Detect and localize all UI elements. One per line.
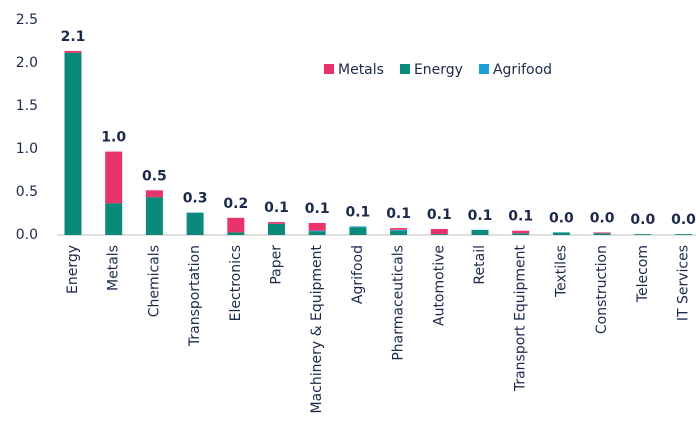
total-label: 0.5 (142, 168, 167, 184)
y-tick-label: 0.5 (16, 184, 38, 200)
bar-segment (308, 231, 326, 235)
total-label: 0.2 (223, 196, 248, 212)
bar-segment (308, 222, 326, 231)
legend-swatch (399, 64, 410, 74)
x-tick-label: Pharmaceuticals (391, 245, 407, 361)
bar-segment (349, 226, 367, 228)
total-label: 0.1 (427, 207, 452, 223)
x-tick-label: Electronics (228, 245, 244, 321)
total-label: 1.0 (101, 130, 126, 146)
bar-segment (64, 52, 82, 236)
legend-label: Agrifood (493, 62, 552, 78)
bar-segment (471, 229, 489, 235)
y-tick-label: 2.0 (16, 55, 38, 71)
bar-segment (675, 234, 692, 235)
bar-segment (105, 203, 123, 235)
bar-segment (105, 151, 123, 204)
bar-segment (227, 232, 245, 235)
x-tick-label: Machinery & Equipment (309, 245, 325, 414)
total-label: 0.0 (549, 210, 574, 226)
bar-segment (268, 222, 285, 224)
total-label: 0.1 (345, 204, 370, 220)
x-tick-label: Agrifood (350, 245, 366, 304)
x-tick-label: Textiles (553, 245, 569, 298)
legend-label: Energy (414, 62, 463, 78)
bar-segment (430, 228, 448, 235)
bar-segment (227, 217, 245, 233)
bar-segment (268, 223, 285, 235)
bar-segment (552, 232, 570, 235)
total-label: 0.1 (264, 200, 289, 216)
bar-segment (634, 234, 652, 235)
total-label: 0.0 (630, 212, 655, 228)
x-tick-label: Retail (472, 245, 488, 285)
legend-swatch (324, 64, 334, 74)
total-label: 0.1 (386, 206, 411, 222)
y-tick-label: 1.0 (16, 141, 38, 157)
bar-segment (430, 234, 448, 235)
legend-swatch (478, 64, 489, 74)
bar-segment (593, 233, 611, 235)
x-tick-label: Paper (269, 245, 285, 285)
total-label: 0.1 (305, 201, 330, 217)
bar-segment (512, 230, 530, 234)
x-tick-label: Telecom (635, 245, 651, 303)
y-tick-label: 1.5 (16, 98, 38, 114)
total-label: 0.0 (590, 210, 615, 226)
total-label: 2.1 (61, 29, 86, 45)
bar-segment (186, 212, 204, 235)
x-tick-label: Automotive (431, 245, 447, 326)
bar-segment (390, 228, 408, 230)
bar-segment (593, 232, 611, 234)
bar-segment (512, 233, 530, 235)
bar-segment (308, 230, 326, 232)
y-tick-label: 2.5 (16, 12, 38, 28)
bar-segment (390, 230, 408, 235)
total-label: 0.1 (508, 209, 533, 225)
total-label: 0.0 (671, 212, 696, 228)
total-label: 0.3 (183, 191, 208, 207)
x-tick-label: Metals (106, 245, 122, 291)
x-tick-label: Chemicals (146, 245, 162, 317)
x-tick-label: Energy (65, 245, 81, 294)
x-tick-label: Construction (594, 245, 610, 334)
total-label: 0.1 (468, 208, 493, 224)
bar-segment (64, 50, 82, 53)
y-tick-label: 0.0 (16, 227, 38, 243)
x-tick-label: Transport Equipment (513, 244, 529, 392)
legend-label: Metals (338, 62, 384, 78)
bar-segment (145, 197, 163, 235)
x-tick-label: Transportation (187, 245, 203, 347)
bar-segment (145, 190, 163, 198)
bar-segment (390, 229, 408, 231)
bar-segment (349, 227, 367, 235)
x-tick-label: IT Services (676, 245, 692, 321)
